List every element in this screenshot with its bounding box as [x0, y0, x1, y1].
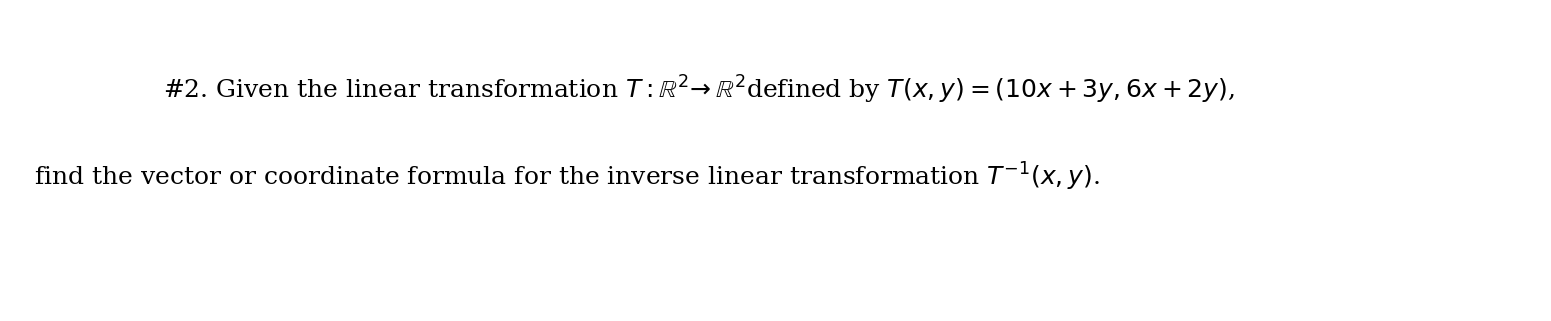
Text: #2. Given the linear transformation $T : \mathbb{R}^2\!\to\mathbb{R}^2$defined b: #2. Given the linear transformation $T :…	[163, 74, 1235, 106]
Text: find the vector or coordinate formula for the inverse linear transformation $T^{: find the vector or coordinate formula fo…	[34, 160, 1100, 193]
